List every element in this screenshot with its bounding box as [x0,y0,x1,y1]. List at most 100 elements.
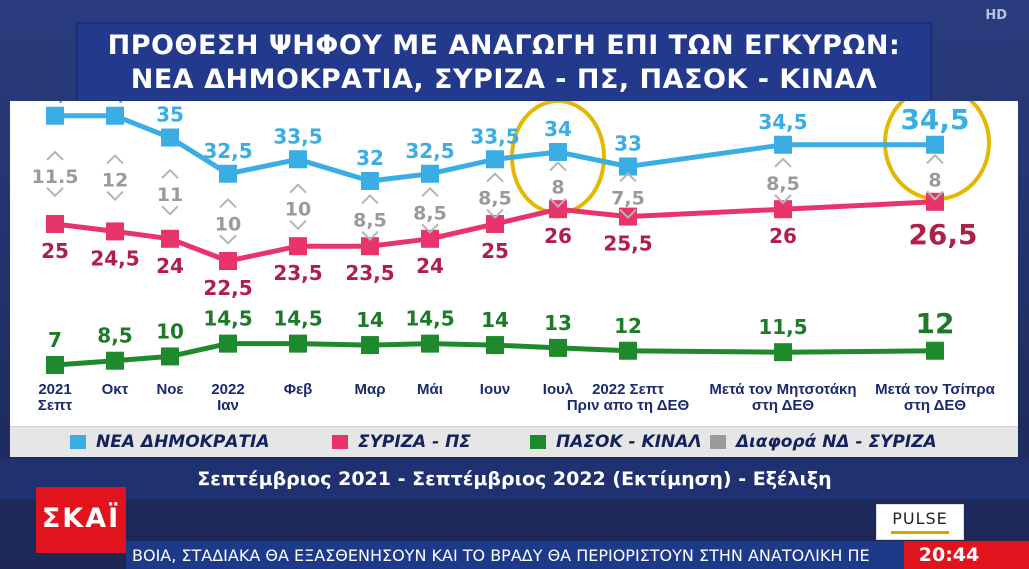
difference-label: 11 [157,184,183,206]
data-label: 33,5 [470,124,519,148]
data-label: 33 [614,132,642,156]
chart-subtitle: Σεπτέμβριος 2021 - Σεπτέμβριος 2022 (Εκτ… [197,468,832,490]
chevron-down-icon [361,230,379,242]
data-point-2-9 [619,341,637,360]
clock: 20:44 [918,544,980,566]
data-label: 26 [544,224,572,248]
series-line-0 [55,113,935,184]
data-point-2-0 [46,356,64,374]
legend-label-nd: ΝΕΑ ΔΗΜΟΚΡΑΤΙΑ [96,432,270,452]
chevron-down-icon [421,223,439,234]
data-point-0-6 [421,164,439,183]
pollster-logo-text: PULSE [892,509,948,528]
pollster-logo-bar [891,531,949,534]
data-point-0-11 [926,135,944,154]
data-point-2-4 [289,334,307,353]
x-tick-label: Μάι [417,381,443,398]
data-point-0-1 [106,106,124,125]
data-label: 10 [156,319,184,343]
difference-label: 8 [551,177,564,199]
data-point-2-11 [926,341,944,360]
data-point-0-3 [219,164,237,183]
data-point-2-3 [219,334,237,353]
data-label: 23,5 [345,261,394,285]
data-point-1-7 [486,215,504,233]
data-point-1-2 [161,229,179,248]
chevron-up-icon [361,194,379,205]
chevron-down-icon [926,190,944,201]
data-point-1-6 [421,229,439,248]
chevron-up-icon [774,157,792,168]
line-chart: 36,5 36,5 35 32,5 33,5 32 32,5 33,5 34 33 34,5 34,5… [30,101,996,414]
pollster-logo: PULSE [876,504,964,540]
data-label: 14,5 [405,307,454,331]
chevron-down-icon [486,208,504,220]
data-point-1-4 [289,237,307,256]
chart-title-line-2: ΝΕΑ ΔΗΜΟΚΡΑΤΙΑ, ΣΥΡΙΖΑ - ΠΣ, ΠΑΣΟΚ - ΚΙΝ… [130,64,878,95]
x-tick-label: 2022 Σεπτ Πριν απο τη ΔΕΘ [567,381,690,414]
difference-label: 12 [102,170,128,192]
data-point-1-8 [549,200,567,219]
data-point-2-7 [486,336,504,355]
news-ticker-bar: ΒΟΙΑ, ΣΤΑΔΙΑΚΑ ΘΑ ΕΞΑΣΘΕΝΗΣΟΥΝ ΚΑΙ ΤΟ ΒΡ… [126,541,1029,569]
chevron-down-icon [106,190,124,201]
chevron-down-icon [774,194,792,205]
chevron-up-icon [549,161,567,172]
legend-label-pasok: ΠΑΣΟΚ - ΚΙΝΑΛ [556,432,702,452]
data-point-0-0 [46,106,64,125]
data-label: 26 [769,224,797,248]
data-label: 14 [481,308,509,332]
data-point-1-0 [46,215,64,233]
data-point-1-5 [361,237,379,256]
chart-title-line-1: ΠΡΟΘΕΣΗ ΨΗΦΟΥ ΜΕ ΑΝΑΓΩΓΗ ΕΠΙ ΤΩΝ ΕΓΚΥΡΩΝ… [107,30,901,61]
difference-label: 8,5 [766,173,800,195]
news-ticker-text: ΒΟΙΑ, ΣΤΑΔΙΑΚΑ ΘΑ ΕΞΑΣΘΕΝΗΣΟΥΝ ΚΑΙ ΤΟ ΒΡ… [132,546,870,565]
data-point-0-4 [289,150,307,169]
difference-label: 8,5 [353,210,387,232]
data-point-1-1 [106,222,124,241]
channel-logo: ΣΚΑΪ [36,487,126,553]
difference-label: 10 [285,199,311,221]
x-tick-label: 2022 Ιαν [211,381,244,414]
data-point-2-8 [549,338,567,357]
data-label: 24 [416,254,444,278]
data-label: 22,5 [203,276,252,300]
data-label: 8,5 [97,324,132,348]
legend-label-syriza: ΣΥΡΙΖΑ - ΠΣ [358,432,471,452]
data-label: 14 [356,308,384,332]
x-tick-label: Ιουν [480,381,510,398]
x-tick-label: Ιουλ [543,381,574,398]
data-label: 34,5 [900,103,969,136]
data-label: 23,5 [273,261,322,285]
data-point-1-11 [926,192,944,211]
chart-title-box: ΠΡΟΘΕΣΗ ΨΗΦΟΥ ΜΕ ΑΝΑΓΩΓΗ ΕΠΙ ΤΩΝ ΕΓΚΥΡΩΝ… [76,22,932,102]
x-tick-label: 2021 Σεπτ [38,381,73,414]
x-tick-label: Μαρ [355,381,386,398]
legend-label-difference: Διαφορά ΝΔ - ΣΥΡΙΖΑ [736,432,937,452]
x-tick-label: Νοε [156,381,183,398]
data-label: 26,5 [908,218,977,251]
data-label: 25,5 [603,232,652,256]
data-label: 14,5 [203,307,252,331]
data-label: 11,5 [758,315,807,339]
data-point-2-5 [361,336,379,355]
data-label: 25 [41,239,69,263]
difference-label: 11.5 [32,166,79,188]
data-point-0-2 [161,128,179,147]
data-label: 12 [916,307,955,340]
data-label: 32,5 [405,139,454,163]
x-tick-label: Μετά τον Μητσοτάκη στη ΔΕΘ [709,381,856,414]
legend-swatch-difference [710,435,726,449]
chevron-up-icon [106,154,124,165]
series-line-1 [54,199,936,264]
chevron-down-icon [549,197,567,209]
data-label: 13 [544,311,572,335]
data-point-0-8 [549,143,567,161]
channel-logo-text: ΣΚΑΪ [41,503,121,534]
chevron-up-icon [619,172,637,183]
chevron-up-icon [421,186,439,197]
data-label: 34,5 [758,110,807,134]
data-label: 24 [156,254,184,278]
chevron-up-icon [926,153,944,164]
x-tick-label: Οκτ [102,381,129,398]
